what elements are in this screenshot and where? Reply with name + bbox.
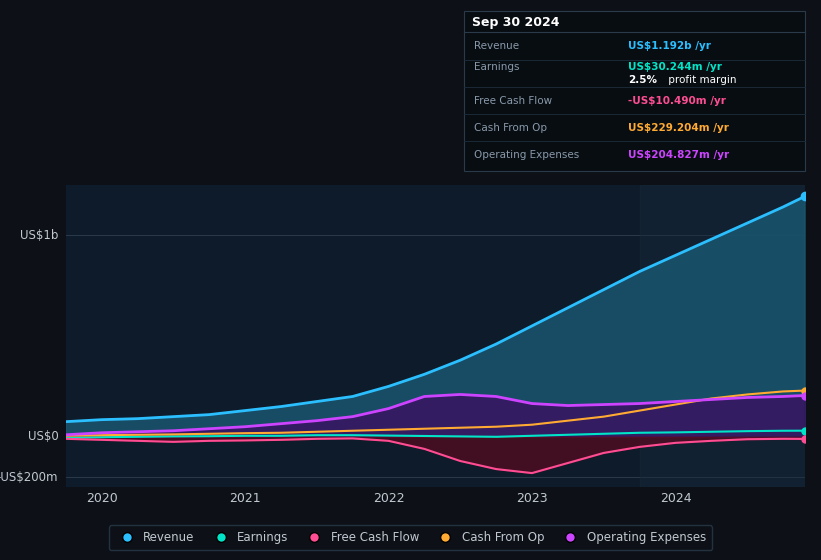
Text: 2.5%: 2.5% (628, 75, 657, 85)
Text: Operating Expenses: Operating Expenses (474, 150, 579, 160)
Text: Free Cash Flow: Free Cash Flow (474, 96, 552, 105)
Text: -US$10.490m /yr: -US$10.490m /yr (628, 96, 726, 105)
Text: Earnings: Earnings (474, 63, 519, 72)
Text: US$204.827m /yr: US$204.827m /yr (628, 150, 729, 160)
Text: US$1.192b /yr: US$1.192b /yr (628, 41, 711, 51)
Text: profit margin: profit margin (665, 75, 736, 85)
Text: -US$200m: -US$200m (0, 470, 58, 484)
Text: US$0: US$0 (28, 430, 58, 444)
Text: US$30.244m /yr: US$30.244m /yr (628, 63, 722, 72)
Bar (640, 185, 805, 487)
Text: US$229.204m /yr: US$229.204m /yr (628, 123, 729, 133)
Text: Sep 30 2024: Sep 30 2024 (472, 16, 560, 29)
Text: US$1b: US$1b (20, 228, 58, 242)
Text: Cash From Op: Cash From Op (474, 123, 547, 133)
Text: Revenue: Revenue (474, 41, 519, 51)
Legend: Revenue, Earnings, Free Cash Flow, Cash From Op, Operating Expenses: Revenue, Earnings, Free Cash Flow, Cash … (109, 525, 712, 550)
